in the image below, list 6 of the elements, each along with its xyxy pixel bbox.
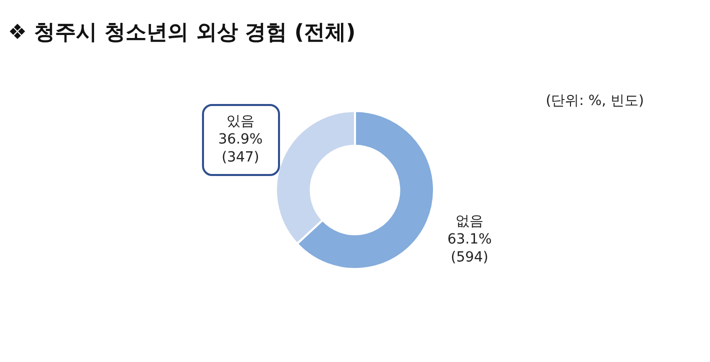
slice-label: 없음 xyxy=(456,214,484,230)
slice-label: 있음 xyxy=(226,114,254,130)
chart-title: ❖ 청주시 청소년의 외상 경험 (전체) xyxy=(8,19,356,46)
data-label: 36.9% (347) xyxy=(218,132,263,166)
text: (단위: %, 빈도) xyxy=(546,92,644,110)
data-label: 63.1% (594) xyxy=(447,232,492,266)
